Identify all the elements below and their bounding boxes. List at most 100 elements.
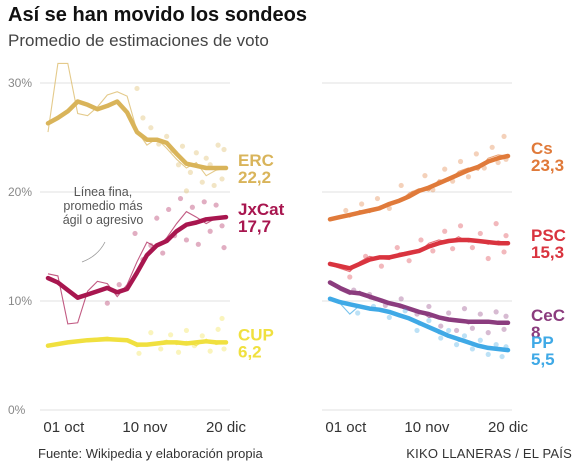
poll-dot [430,248,436,254]
y-tick-label: 0% [8,403,26,417]
poll-dot [418,237,424,243]
poll-dot [461,306,468,312]
poll-dot [207,348,213,354]
annotation-pointer [81,241,106,263]
series-value-label: 6,2 [238,342,262,361]
series-value-label: 17,7 [238,217,271,236]
poll-dot [116,282,122,288]
poll-dot [164,133,170,140]
poll-dot [193,150,199,156]
x-tick-label: 01 oct [325,419,367,436]
poll-dot [160,250,166,256]
poll-dot [175,349,182,355]
poll-dot [446,327,452,334]
series-name-label: JxCat [238,200,285,219]
poll-dot [442,228,448,234]
x-tick-label: 10 nov [122,419,168,436]
poll-dot [438,335,444,341]
poll-dot [485,255,491,262]
poll-dot [203,155,209,161]
poll-dot [438,323,444,329]
poll-dot [177,195,184,202]
poll-dot [386,314,392,320]
poll-dot [219,223,225,229]
x-tick-label: 20 dic [488,419,529,436]
poll-dot [211,182,217,189]
series-line-fast [47,62,227,177]
poll-dot [221,146,227,153]
poll-dot [477,337,483,343]
annotation-text: promedio más [63,199,142,213]
source-note: Fuente: Wikipedia y elaboración propia [38,446,263,461]
poll-dot [207,228,213,234]
series-line [45,214,229,300]
poll-dot [398,296,404,302]
poll-dot [461,333,468,339]
poll-dot [469,346,475,352]
series-name-label: CeC [531,306,565,325]
series-line [45,336,229,348]
poll-dot [501,133,507,140]
series-name-label: PP [531,333,554,352]
series-value-label: 22,2 [238,168,271,187]
poll-dot [414,327,420,334]
poll-dot [199,333,205,339]
series-name-label: PSC [531,226,566,245]
poll-dot [499,353,505,360]
poll-dot [219,176,225,182]
poll-dot [378,263,385,269]
poll-dot [485,330,491,336]
poll-dot [453,327,460,334]
poll-dot [422,173,428,179]
y-tick-label: 30% [8,76,32,90]
series-value-label: 23,3 [531,156,564,175]
poll-dot [189,204,195,210]
poll-dot [199,179,205,185]
poll-dot [493,309,499,315]
poll-dot [166,206,172,213]
poll-dot [453,342,460,348]
annotation-text: Línea fina, [74,185,132,199]
chart-subtitle: Promedio de estimaciones de voto [8,31,269,50]
poll-dot [183,327,190,334]
poll-dot [503,233,509,239]
poll-dot [104,300,110,306]
poll-dot [374,195,381,202]
poll-dot [477,311,483,317]
poll-dot [132,230,138,237]
poll-dot [175,162,182,168]
poll-dot [187,169,193,175]
poll-dot [183,237,190,243]
poll-dot [446,310,452,316]
chart-title: Así se han movido los sondeos [8,4,307,26]
poll-dot [485,351,491,358]
series-line [327,153,511,222]
y-tick-label: 20% [8,185,32,199]
series-line-fast [47,210,227,325]
poll-dot [469,244,475,251]
poll-dot [148,125,154,131]
poll-dot [493,221,499,227]
poll-dot [183,188,190,194]
poll-dot [158,346,164,352]
poll-dot [213,202,219,208]
poll-dot [426,318,432,324]
annotation-text: ágil o agresivo [63,213,144,227]
x-tick-label: 01 oct [43,419,85,436]
poll-dot [402,308,408,314]
poll-dot [503,313,509,319]
poll-dot [355,310,361,316]
poll-dot [386,205,392,211]
poll-dot [154,215,160,221]
poll-dot [394,244,400,251]
series-name-label: CUP [238,325,274,344]
poll-dot [469,325,475,331]
poll-dot [426,303,432,310]
series-value-label: 5,5 [531,350,555,369]
y-tick-label: 10% [8,294,32,308]
poll-dot [148,330,154,336]
series-line [327,237,511,271]
poll-dot [442,166,448,172]
x-tick-label: 20 dic [206,419,247,436]
